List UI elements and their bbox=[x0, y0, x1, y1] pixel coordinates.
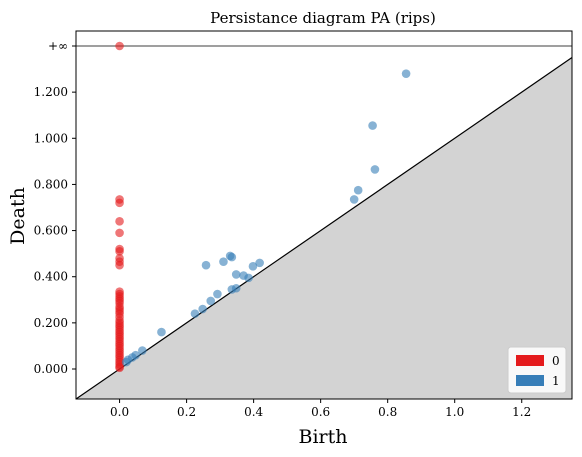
x-tick-label: 0.8 bbox=[378, 405, 397, 419]
point-series-1 bbox=[190, 309, 200, 318]
x-axis-ticks: 0.0 0.2 0.4 0.6 0.8 1.0 1.2 bbox=[110, 399, 531, 419]
legend-swatch-0 bbox=[516, 355, 544, 366]
point-series-1 bbox=[244, 273, 253, 283]
x-tick-label: 0.6 bbox=[311, 405, 330, 419]
point-series-1 bbox=[401, 69, 411, 78]
legend-label-1: 1 bbox=[552, 374, 560, 388]
point-series-1 bbox=[213, 289, 222, 299]
point-series-1 bbox=[231, 270, 241, 279]
point-series-1 bbox=[368, 121, 377, 130]
point-series-1 bbox=[219, 257, 228, 267]
point-series-1 bbox=[370, 165, 380, 174]
diagonal-line bbox=[75, 57, 573, 400]
point-series-1 bbox=[201, 260, 211, 270]
y-tick-label: 0.000 bbox=[34, 362, 68, 376]
x-axis-label: Birth bbox=[299, 426, 348, 448]
x-tick-label: 0.2 bbox=[177, 405, 196, 419]
point-series-1 bbox=[138, 346, 147, 355]
point-series-0 bbox=[115, 217, 124, 226]
y-tick-label: 1.000 bbox=[34, 131, 68, 145]
legend: 01 bbox=[507, 346, 567, 394]
plot-frame bbox=[75, 30, 573, 400]
legend-swatch-1 bbox=[516, 375, 544, 386]
below-diagonal-region bbox=[76, 57, 572, 399]
diagonal-region bbox=[75, 57, 573, 400]
point-series-1 bbox=[121, 357, 131, 367]
x-tick-label: 1.0 bbox=[445, 405, 464, 419]
y-axis-label: Death bbox=[7, 187, 29, 245]
x-tick-label: 0.4 bbox=[244, 405, 263, 419]
point-series-1 bbox=[353, 185, 363, 195]
point-series-0 bbox=[115, 228, 124, 238]
point-series-1 bbox=[349, 195, 359, 204]
y-tick-label: 0.400 bbox=[34, 270, 68, 284]
points-layer bbox=[115, 41, 411, 373]
point-series-1 bbox=[248, 262, 258, 271]
axes-frame bbox=[75, 30, 573, 400]
point-series-1 bbox=[227, 252, 237, 262]
y-tick-label: 0.600 bbox=[34, 224, 68, 238]
x-tick-label: 0.0 bbox=[110, 405, 129, 419]
y-tick-label: 1.200 bbox=[34, 85, 68, 99]
point-series-0 bbox=[115, 260, 124, 270]
point-series-0 bbox=[115, 247, 124, 256]
y-tick-label: 0.200 bbox=[34, 316, 68, 330]
point-series-0 bbox=[115, 198, 124, 208]
point-series-1 bbox=[198, 304, 207, 314]
point-series-0 bbox=[115, 41, 124, 51]
point-series-1 bbox=[227, 285, 237, 294]
x-tick-label: 1.2 bbox=[512, 405, 531, 419]
y-axis-ticks: 0.000 0.200 0.400 0.600 0.800 1.000 1.200 +∞ bbox=[34, 39, 76, 376]
point-series-1 bbox=[157, 327, 166, 337]
y-tick-label: 0.800 bbox=[34, 177, 68, 191]
chart-title: Persistance diagram PA (rips) bbox=[210, 9, 436, 27]
y-tick-label-infinity: +∞ bbox=[48, 39, 68, 53]
point-series-1 bbox=[206, 296, 216, 306]
legend-label-0: 0 bbox=[552, 354, 560, 368]
point-series-1 bbox=[255, 258, 264, 268]
point-series-0 bbox=[115, 363, 124, 373]
